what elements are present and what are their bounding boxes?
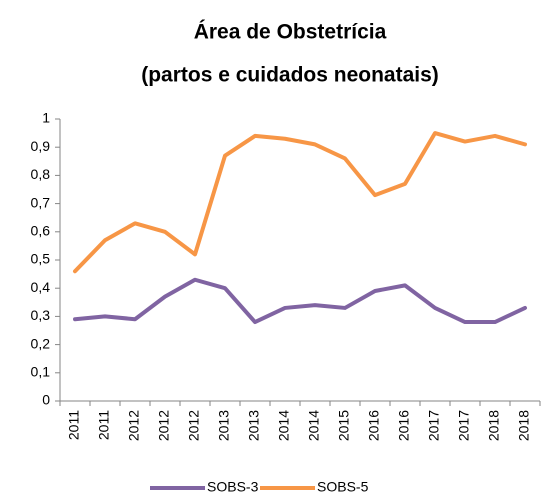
y-tick-label: 0,3 (31, 307, 51, 323)
series-line (73, 277, 527, 325)
y-tick-label: 0,8 (31, 166, 51, 182)
y-tick-label: 0 (42, 392, 50, 408)
y-tick-label: 1 (42, 110, 50, 126)
x-tick-label: 2012 (186, 410, 202, 441)
y-tick-label: 0,9 (31, 138, 51, 154)
chart-title: Área de Obstetrícia (194, 21, 387, 44)
x-tick-label: 2014 (306, 410, 322, 441)
x-tick-label: 2011 (66, 410, 82, 440)
x-tick-label: 2012 (126, 410, 142, 441)
y-tick-label: 0,6 (31, 223, 51, 239)
x-tick-label: 2015 (336, 410, 352, 441)
legend-label: SOBS-5 (317, 479, 369, 495)
y-tick-label: 0,1 (31, 364, 51, 380)
x-tick-label: 2013 (216, 410, 232, 441)
y-tick-label: 0,4 (31, 279, 51, 295)
x-tick-label: 2018 (486, 410, 502, 441)
x-tick-label: 2011 (96, 410, 112, 440)
y-tick-label: 0,2 (31, 335, 51, 351)
x-tick-label: 2012 (156, 410, 172, 441)
x-tick-label: 2018 (516, 410, 532, 441)
y-tick-label: 0,7 (31, 194, 51, 210)
y-tick-label: 0,5 (31, 251, 51, 267)
series-line (73, 131, 527, 274)
x-tick-label: 2013 (246, 410, 262, 441)
x-tick-label: 2014 (276, 410, 292, 441)
x-tick-label: 2017 (426, 410, 442, 441)
x-tick-label: 2016 (366, 410, 382, 441)
x-tick-label: 2017 (456, 410, 472, 441)
chart-subtitle: (partos e cuidados neonatais) (141, 64, 439, 87)
x-tick-label: 2016 (396, 410, 412, 441)
legend-label: SOBS-3 (207, 479, 259, 495)
